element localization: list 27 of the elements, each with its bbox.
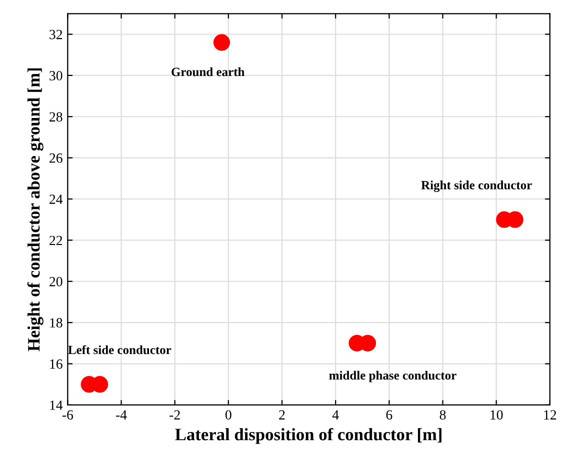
y-tick-label: 16 <box>50 359 62 369</box>
y-tick-label: 28 <box>50 112 62 122</box>
annotation: Right side conductor <box>421 180 532 192</box>
x-tick-label: -2 <box>170 410 180 420</box>
x-tick-label: 12 <box>544 410 556 420</box>
x-tick-label: 4 <box>332 410 339 420</box>
x-tick-label: -6 <box>62 410 74 420</box>
y-axis-title: Height of conductor above ground [m] <box>27 68 44 352</box>
x-tick-label: -4 <box>116 410 127 420</box>
y-tick-label: 26 <box>50 153 62 163</box>
y-tick-label: 32 <box>50 30 62 40</box>
y-tick-label: 18 <box>50 318 62 328</box>
y-tick-label: 20 <box>50 276 62 286</box>
annotation: middle phase conductor <box>329 370 456 382</box>
x-axis-title: Lateral disposition of conductor [m] <box>175 428 442 444</box>
annotation: Ground earth <box>172 67 245 76</box>
y-tick-label: 14 <box>50 400 63 410</box>
x-tick-label: 2 <box>279 410 285 420</box>
x-tick-label: 6 <box>386 410 392 420</box>
point <box>213 34 230 51</box>
x-tick-label: 10 <box>490 410 503 420</box>
x-tick-label: 0 <box>225 410 232 420</box>
x-tick-label: 8 <box>440 410 446 420</box>
y-tick-label: 30 <box>50 71 62 80</box>
annotation: Left side conductor <box>68 345 172 354</box>
y-tick-label: 22 <box>50 236 62 246</box>
y-tick-label: 24 <box>50 194 63 204</box>
